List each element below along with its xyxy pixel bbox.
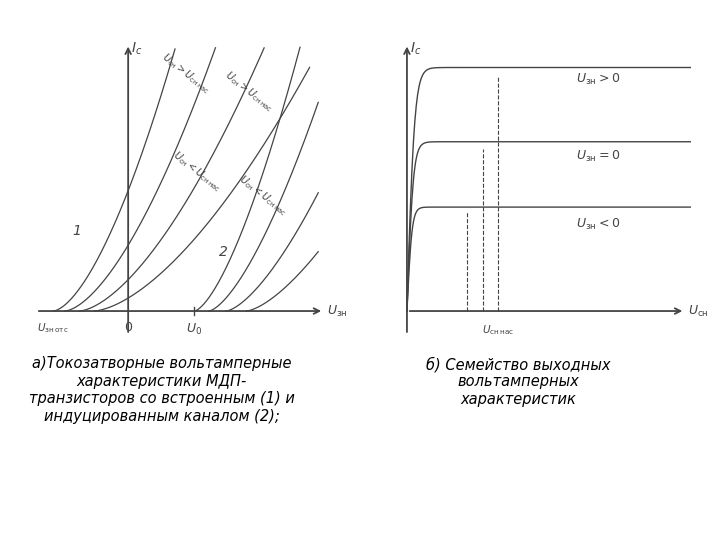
Text: $U_{\rm сн}>U_{\rm сн\,нас}$: $U_{\rm сн}>U_{\rm сн\,нас}$	[158, 50, 213, 97]
Text: $I_c$: $I_c$	[410, 40, 421, 57]
Text: $U_{\rm сн}$: $U_{\rm сн}$	[688, 303, 709, 319]
Text: б) Семейство выходных
вольтамперных
характеристик: б) Семейство выходных вольтамперных хара…	[426, 356, 611, 407]
Text: $U_{\rm зн\,отс}$: $U_{\rm зн\,отс}$	[37, 321, 69, 335]
Text: $U_{\rm зн}>0$: $U_{\rm зн}>0$	[576, 72, 621, 87]
Text: $U_{\rm зн}=0$: $U_{\rm зн}=0$	[576, 149, 621, 164]
Text: $U_{\rm сн\,нас}$: $U_{\rm сн\,нас}$	[482, 323, 514, 337]
Text: а)Токозатворные вольтамперные
характеристики МДП-
транзисторов со встроенным (1): а)Токозатворные вольтамперные характерис…	[29, 356, 295, 423]
Text: 1: 1	[72, 224, 81, 238]
Text: $U_{\rm сн}>U_{\rm сн\,нас}$: $U_{\rm сн}>U_{\rm сн\,нас}$	[222, 68, 276, 114]
Text: 2: 2	[219, 245, 228, 259]
Text: $U_{\rm сн}<U_{\rm сн\,нас}$: $U_{\rm сн}<U_{\rm сн\,нас}$	[170, 148, 225, 195]
Text: $U_{\rm сн}<U_{\rm сн\,нас}$: $U_{\rm сн}<U_{\rm сн\,нас}$	[236, 172, 291, 219]
Text: $I_c$: $I_c$	[131, 40, 143, 57]
Text: $U_{\rm зн}$: $U_{\rm зн}$	[327, 303, 348, 319]
Text: $U_{\rm зн}<0$: $U_{\rm зн}<0$	[576, 218, 621, 232]
Text: $U_0$: $U_0$	[186, 321, 202, 336]
Text: 0: 0	[124, 321, 132, 334]
